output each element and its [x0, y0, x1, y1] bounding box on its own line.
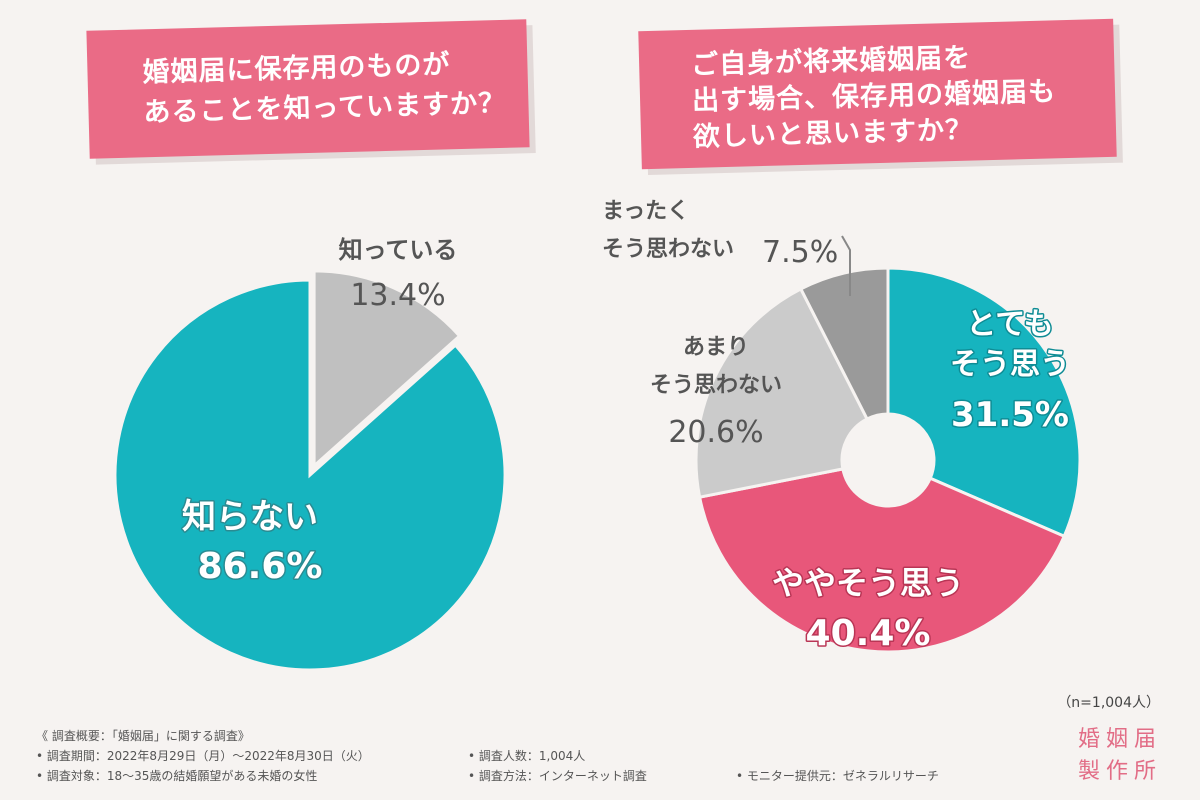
left-pie-chart — [113, 269, 507, 672]
pie-slice — [697, 467, 1067, 654]
notes-period: • 調査期間：2022年8月29日（月）～2022年8月30日（火） — [36, 749, 370, 763]
notes-heading: 《 調査概要：「婚姻届」に関する調査》 — [36, 729, 250, 743]
pie-slice — [694, 286, 870, 499]
slice-value-somewhat: 40.4% — [806, 613, 931, 654]
slice-label-very: とても — [966, 307, 1054, 342]
notes-count: • 調査人数：1,004人 — [468, 749, 586, 763]
slice-label-not-much: あまり — [683, 335, 749, 360]
right-donut-chart — [694, 266, 1082, 654]
slice-value-very: 31.5% — [951, 395, 1069, 435]
slice-label-not-at-all-2: そう思わない — [602, 237, 734, 262]
brand-line-2: 製作所 — [1078, 759, 1163, 784]
notes-target: • 調査対象：18～35歳の結婚願望がある未婚の女性 — [36, 769, 318, 783]
sample-size-label: （n=1,004人） — [1057, 695, 1160, 711]
slice-label-not-at-all: まったく — [602, 199, 689, 224]
notes-method: • 調査方法：インターネット調査 — [468, 769, 647, 783]
brand-line-1: 婚姻届 — [1078, 727, 1163, 752]
pie-slice — [312, 269, 462, 470]
notes-provider: • モニター提供元：ゼネラルリサーチ — [736, 769, 939, 783]
pie-slice — [113, 278, 507, 672]
slice-value-known: 13.4% — [350, 278, 445, 313]
leader-line — [841, 235, 851, 296]
slice-label-known: 知っている — [339, 236, 458, 264]
pie-slice — [798, 266, 890, 422]
brand-logo: 婚姻届 製作所 — [1078, 724, 1162, 788]
slice-value-not-at-all: 7.5% — [762, 235, 838, 270]
slice-label-very-2: そう思う — [950, 347, 1070, 382]
slice-label-unknown: 知らない — [182, 497, 318, 537]
pie-slice — [886, 266, 1082, 539]
slice-label-somewhat: ややそう思う — [772, 564, 964, 602]
slice-label-not-much-2: そう思わない — [650, 373, 782, 398]
slice-value-unknown: 86.6% — [198, 546, 323, 587]
slice-value-not-much: 20.6% — [668, 415, 763, 450]
